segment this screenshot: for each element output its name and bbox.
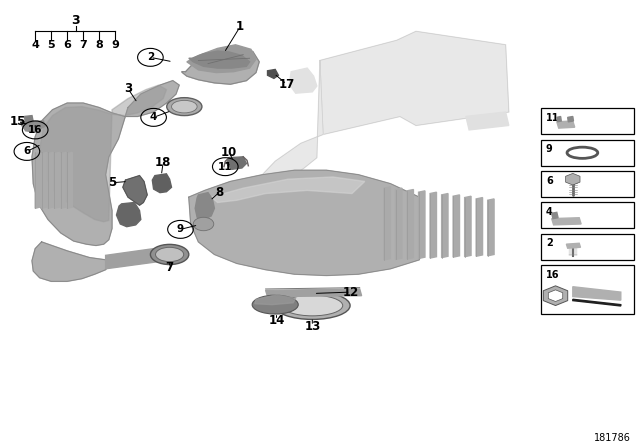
Text: 6: 6 xyxy=(63,40,71,50)
Polygon shape xyxy=(466,112,509,130)
FancyBboxPatch shape xyxy=(541,202,634,228)
Polygon shape xyxy=(256,60,323,195)
Polygon shape xyxy=(48,152,53,208)
Text: 4: 4 xyxy=(150,112,157,122)
Text: 10: 10 xyxy=(221,146,237,159)
Polygon shape xyxy=(227,157,246,169)
Polygon shape xyxy=(268,69,278,78)
Polygon shape xyxy=(476,198,483,256)
Text: 3: 3 xyxy=(71,13,80,27)
Polygon shape xyxy=(187,45,256,73)
Polygon shape xyxy=(32,242,112,281)
Text: 1: 1 xyxy=(236,20,244,34)
Text: 8: 8 xyxy=(215,186,223,199)
Polygon shape xyxy=(573,287,621,300)
Text: 9: 9 xyxy=(177,224,184,234)
Polygon shape xyxy=(566,243,580,248)
Polygon shape xyxy=(152,174,172,193)
Polygon shape xyxy=(384,187,390,260)
Text: 16: 16 xyxy=(28,125,42,135)
Polygon shape xyxy=(20,121,45,132)
Text: 17: 17 xyxy=(278,78,295,91)
FancyBboxPatch shape xyxy=(541,234,634,260)
Polygon shape xyxy=(396,188,402,259)
Polygon shape xyxy=(116,202,141,227)
Ellipse shape xyxy=(166,98,202,116)
Polygon shape xyxy=(407,190,413,259)
FancyBboxPatch shape xyxy=(541,108,634,134)
Ellipse shape xyxy=(150,244,189,264)
Text: 6: 6 xyxy=(23,146,31,156)
Polygon shape xyxy=(488,199,494,256)
Polygon shape xyxy=(557,116,561,122)
Ellipse shape xyxy=(252,295,298,314)
Polygon shape xyxy=(552,218,581,225)
Polygon shape xyxy=(32,81,179,246)
Polygon shape xyxy=(430,192,436,258)
Text: 181786: 181786 xyxy=(593,433,630,443)
Polygon shape xyxy=(61,152,66,208)
Text: 11: 11 xyxy=(546,113,559,123)
Polygon shape xyxy=(182,47,259,84)
Text: 6: 6 xyxy=(546,176,553,185)
Text: 11: 11 xyxy=(218,162,232,172)
Polygon shape xyxy=(453,195,460,257)
Polygon shape xyxy=(35,152,40,208)
Text: 14: 14 xyxy=(268,314,285,327)
Text: 4: 4 xyxy=(31,40,39,50)
Ellipse shape xyxy=(275,292,350,319)
Polygon shape xyxy=(320,31,509,134)
Text: 5: 5 xyxy=(108,176,116,190)
Ellipse shape xyxy=(172,100,197,113)
Polygon shape xyxy=(189,170,422,276)
Text: 16: 16 xyxy=(546,270,559,280)
FancyBboxPatch shape xyxy=(541,140,634,166)
FancyBboxPatch shape xyxy=(541,171,634,197)
Polygon shape xyxy=(568,116,573,122)
Polygon shape xyxy=(573,299,621,306)
Text: 9: 9 xyxy=(111,40,119,50)
Polygon shape xyxy=(255,295,296,305)
Text: 5: 5 xyxy=(47,40,55,50)
Text: 12: 12 xyxy=(342,285,359,299)
Polygon shape xyxy=(106,249,165,269)
Text: 8: 8 xyxy=(95,40,103,50)
Ellipse shape xyxy=(282,295,343,316)
Polygon shape xyxy=(442,194,448,258)
Polygon shape xyxy=(67,152,72,208)
Polygon shape xyxy=(54,152,60,208)
Polygon shape xyxy=(40,85,166,222)
Text: 7: 7 xyxy=(166,261,173,275)
Ellipse shape xyxy=(193,217,214,231)
Text: 4: 4 xyxy=(546,207,553,217)
Ellipse shape xyxy=(156,247,184,262)
Polygon shape xyxy=(189,51,250,68)
Polygon shape xyxy=(211,177,365,202)
Text: 2: 2 xyxy=(147,52,154,62)
Polygon shape xyxy=(419,191,425,258)
Polygon shape xyxy=(289,68,317,93)
Text: 13: 13 xyxy=(304,319,321,333)
Polygon shape xyxy=(42,152,47,208)
FancyBboxPatch shape xyxy=(541,265,634,314)
Text: 3: 3 xyxy=(124,82,132,95)
Polygon shape xyxy=(552,212,558,219)
Polygon shape xyxy=(195,193,214,220)
Polygon shape xyxy=(123,176,147,205)
Polygon shape xyxy=(465,196,471,257)
Text: 9: 9 xyxy=(546,144,553,154)
Text: 18: 18 xyxy=(155,155,172,169)
Text: 2: 2 xyxy=(546,238,553,248)
Text: 7: 7 xyxy=(79,40,87,50)
Polygon shape xyxy=(557,121,575,128)
Text: 15: 15 xyxy=(10,115,26,129)
Polygon shape xyxy=(24,116,33,123)
Polygon shape xyxy=(266,289,362,297)
